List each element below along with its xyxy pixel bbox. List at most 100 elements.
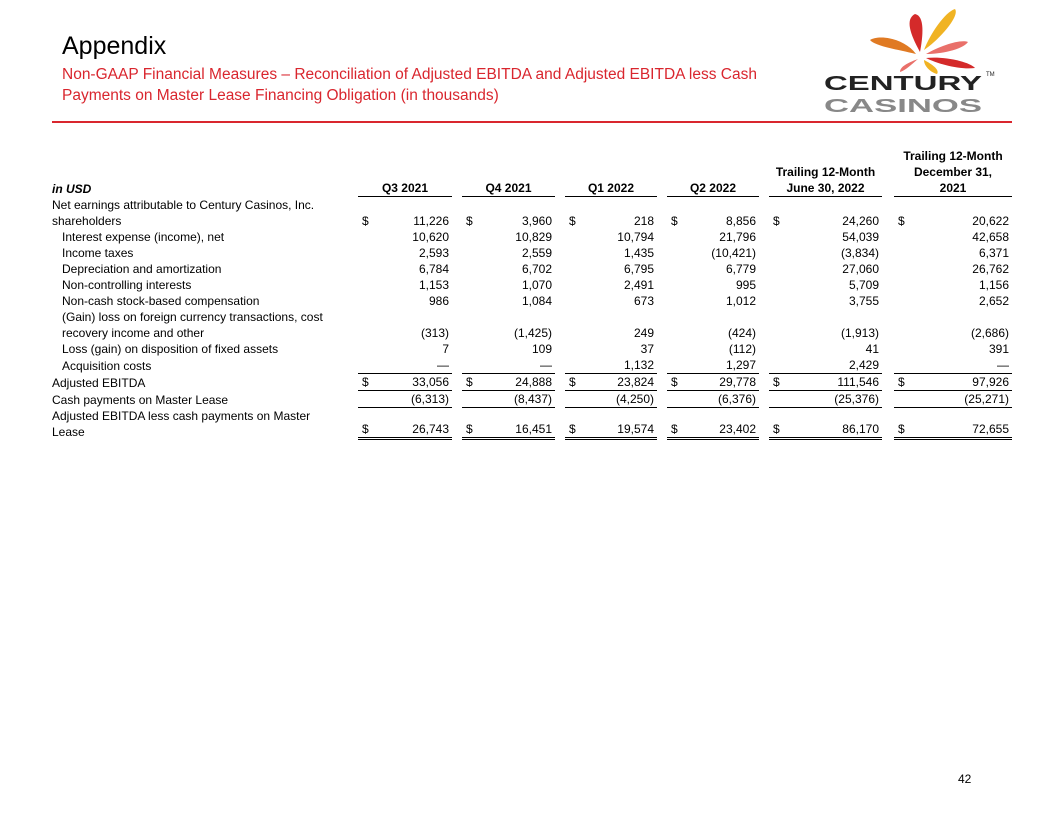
currency-symbol bbox=[769, 309, 789, 341]
spacer bbox=[882, 148, 894, 197]
cell-value: (1,913) bbox=[840, 326, 879, 340]
spacer bbox=[657, 245, 667, 261]
spacer bbox=[882, 277, 894, 293]
cell-value: 1,084 bbox=[521, 294, 552, 308]
spacer bbox=[657, 391, 667, 408]
cell-value: 27,060 bbox=[842, 262, 879, 276]
currency-symbol bbox=[358, 391, 378, 408]
table-row: Income taxes 2,593 2,559 1,435 (10,421) (3,83… bbox=[52, 245, 1012, 261]
spacer bbox=[759, 261, 769, 277]
spacer bbox=[657, 261, 667, 277]
currency-symbol: $ bbox=[565, 408, 585, 440]
table-row: Cash payments on Master Lease (6,313) (8,4… bbox=[52, 391, 1012, 408]
currency-symbol bbox=[894, 309, 914, 341]
currency-symbol: $ bbox=[358, 408, 378, 440]
logo-trademark: TM bbox=[986, 72, 995, 78]
cell-value: 1,132 bbox=[585, 357, 657, 374]
currency-symbol bbox=[565, 229, 585, 245]
cell-value: (6,376) bbox=[687, 391, 759, 408]
currency-symbol: $ bbox=[894, 374, 914, 391]
spacer bbox=[657, 357, 667, 374]
cell-value: — bbox=[914, 357, 1012, 374]
currency-symbol bbox=[565, 391, 585, 408]
currency-symbol bbox=[358, 341, 378, 357]
spacer bbox=[555, 309, 565, 341]
currency-symbol bbox=[894, 391, 914, 408]
cell-value: 72,655 bbox=[914, 408, 1012, 440]
spacer bbox=[657, 229, 667, 245]
currency-symbol bbox=[667, 277, 687, 293]
cell-value: 6,371 bbox=[978, 246, 1009, 260]
spacer bbox=[452, 245, 462, 261]
currency-symbol bbox=[894, 245, 914, 261]
spacer bbox=[882, 341, 894, 357]
column-header: Q3 2021 bbox=[358, 148, 452, 197]
spacer bbox=[452, 229, 462, 245]
spacer bbox=[759, 277, 769, 293]
spacer bbox=[452, 391, 462, 408]
spacer bbox=[657, 197, 667, 229]
page-number: 42 bbox=[958, 772, 972, 786]
spacer bbox=[452, 261, 462, 277]
row-label: Net earnings attributable to Century Cas… bbox=[52, 198, 315, 228]
currency-symbol: $ bbox=[671, 214, 678, 228]
cell-value: (1,425) bbox=[513, 326, 552, 340]
cell-value: (25,271) bbox=[914, 391, 1012, 408]
spacer bbox=[555, 391, 565, 408]
cell-value: (112) bbox=[728, 342, 756, 356]
logo-text-casinos: CASINOS bbox=[824, 96, 982, 114]
cell-value: 33,056 bbox=[378, 374, 452, 391]
currency-symbol: $ bbox=[565, 374, 585, 391]
cell-value: 29,778 bbox=[687, 374, 759, 391]
spacer bbox=[555, 229, 565, 245]
row-label: Acquisition costs bbox=[62, 359, 152, 373]
currency-symbol: $ bbox=[569, 214, 576, 228]
table-row: Adjusted EBITDA $33,056 $24,888 $23,824 $29,… bbox=[52, 374, 1012, 391]
spacer bbox=[452, 309, 462, 341]
currency-symbol bbox=[358, 261, 378, 277]
currency-symbol bbox=[565, 341, 585, 357]
spacer bbox=[882, 374, 894, 391]
cell-value: 995 bbox=[735, 278, 756, 292]
cell-value: (4,250) bbox=[585, 391, 657, 408]
currency-symbol bbox=[769, 229, 789, 245]
row-label: Adjusted EBITDA bbox=[52, 376, 146, 390]
currency-symbol bbox=[462, 261, 482, 277]
cell-value: 1,297 bbox=[687, 357, 759, 374]
cell-value: — bbox=[378, 357, 452, 374]
table-row: Net earnings attributable to Century Cas… bbox=[52, 197, 1012, 229]
spacer bbox=[759, 293, 769, 309]
row-label: Income taxes bbox=[62, 246, 134, 260]
row-label: Loss (gain) on disposition of fixed asse… bbox=[62, 342, 279, 356]
cell-value: 6,795 bbox=[623, 262, 654, 276]
currency-symbol: $ bbox=[466, 214, 473, 228]
currency-symbol bbox=[565, 293, 585, 309]
currency-symbol bbox=[565, 261, 585, 277]
spacer bbox=[882, 309, 894, 341]
cell-value: 3,755 bbox=[848, 294, 879, 308]
cell-value: 10,620 bbox=[412, 230, 449, 244]
cell-value: 1,435 bbox=[623, 246, 654, 260]
cell-value: 2,559 bbox=[521, 246, 552, 260]
cell-value: 20,622 bbox=[972, 214, 1009, 228]
spacer bbox=[452, 357, 462, 374]
table-header-row: in USD Q3 2021 Q4 2021 Q1 2022 Q2 2022 Traili… bbox=[52, 148, 1012, 197]
cell-value: 2,429 bbox=[789, 357, 882, 374]
cell-value: 97,926 bbox=[914, 374, 1012, 391]
spacer bbox=[759, 341, 769, 357]
cell-value: 24,260 bbox=[842, 214, 879, 228]
currency-symbol bbox=[769, 357, 789, 374]
currency-symbol bbox=[667, 357, 687, 374]
cell-value: 11,226 bbox=[413, 214, 449, 228]
cell-value: 673 bbox=[633, 294, 654, 308]
currency-symbol bbox=[894, 293, 914, 309]
title-divider bbox=[52, 121, 1012, 123]
table-row: Adjusted EBITDA less cash payments on Ma… bbox=[52, 408, 1012, 440]
currency-symbol bbox=[769, 391, 789, 408]
cell-value: 218 bbox=[633, 214, 654, 228]
spacer bbox=[555, 374, 565, 391]
currency-symbol bbox=[462, 309, 482, 341]
spacer bbox=[452, 148, 462, 197]
logo-text-century: CENTURY bbox=[824, 73, 983, 95]
cell-value: 1,156 bbox=[978, 278, 1009, 292]
